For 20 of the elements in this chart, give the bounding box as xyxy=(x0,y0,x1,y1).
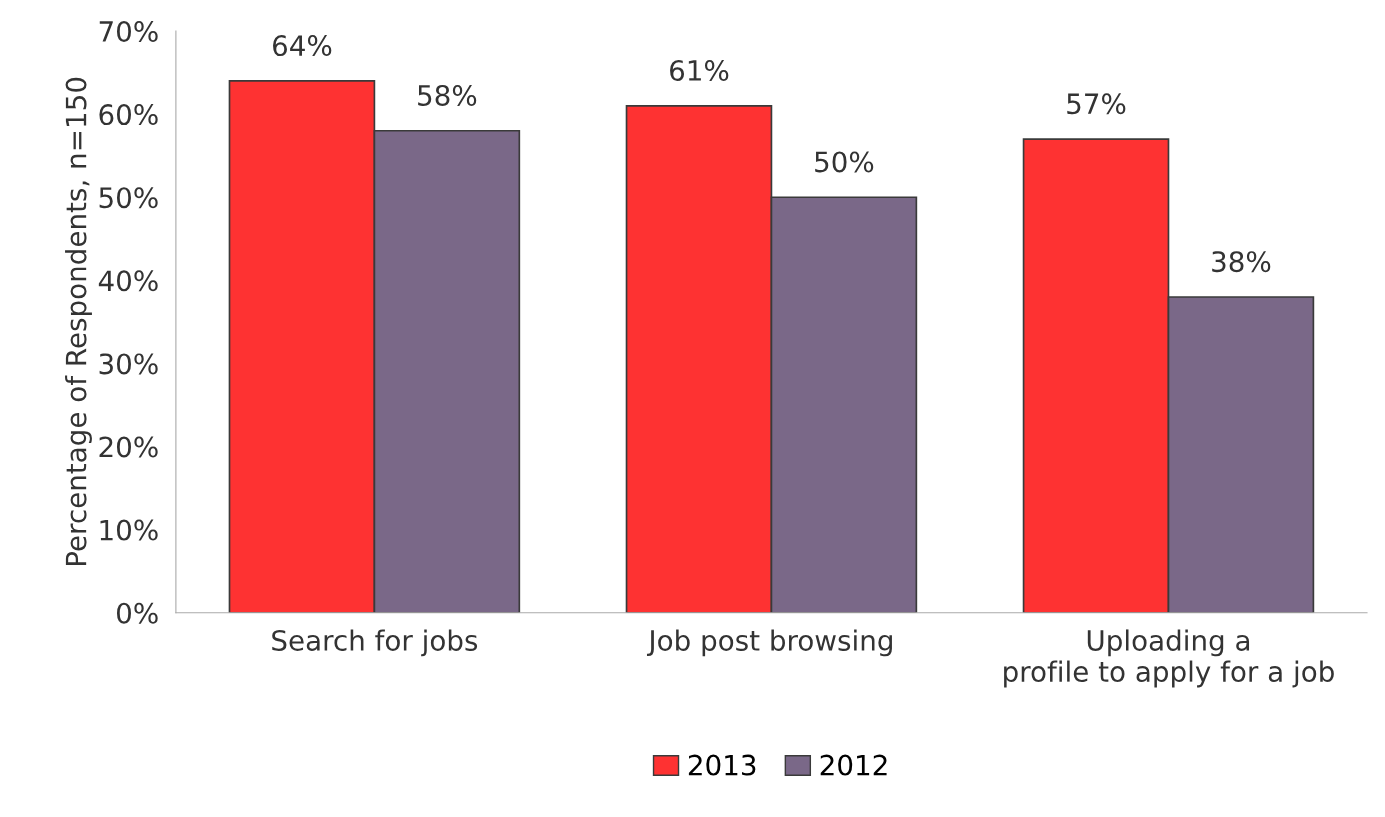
data-label: 64% xyxy=(273,35,332,57)
x-tick-label: Search for jobs xyxy=(272,629,478,657)
y-tick-label: 20% xyxy=(99,436,158,458)
data-label: 58% xyxy=(418,84,477,106)
y-tick-label: 0% xyxy=(116,602,158,624)
x-tick-label: Uploading a profile to apply for a job xyxy=(1004,629,1334,688)
data-label: 38% xyxy=(1212,251,1271,273)
y-axis-title: Percentage of Respondents, n=150 xyxy=(65,77,92,566)
y-tick-label: 40% xyxy=(98,270,158,292)
y-tick-label: 50% xyxy=(99,187,158,209)
y-tick-label: 30% xyxy=(99,353,158,375)
y-tick-label: 70% xyxy=(99,20,158,42)
data-label: 50% xyxy=(815,151,874,173)
y-tick-label: 10% xyxy=(100,519,158,541)
data-label: 61% xyxy=(670,60,729,82)
data-label: 57% xyxy=(1067,93,1126,115)
x-tick-label: Job post browsing xyxy=(646,629,892,657)
legend-label: 2013 xyxy=(688,754,756,776)
y-tick-label: 60% xyxy=(99,104,158,126)
legend-label: 2012 xyxy=(820,754,887,776)
